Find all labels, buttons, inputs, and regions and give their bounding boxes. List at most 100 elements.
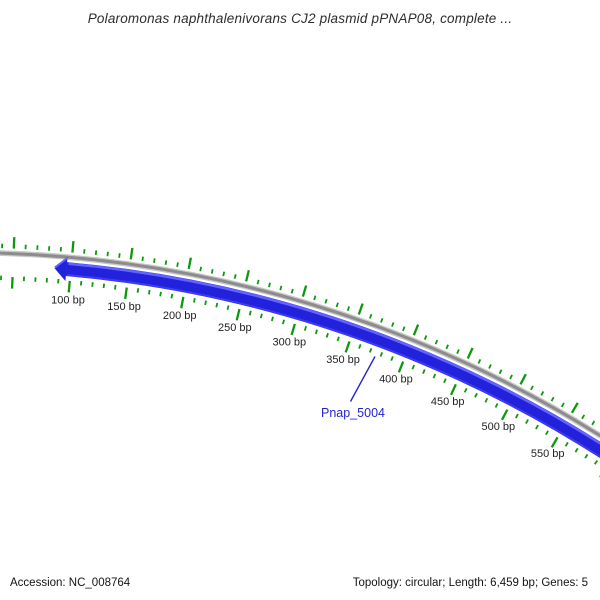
- minor-tick-inner: [270, 316, 274, 322]
- major-tick-inner: [550, 436, 559, 448]
- minor-tick-outer: [423, 335, 428, 340]
- minor-tick-inner: [136, 288, 140, 293]
- minor-tick-outer: [268, 282, 271, 288]
- minor-tick-outer: [391, 322, 395, 327]
- minor-tick-inner: [463, 387, 468, 393]
- minor-tick-outer: [488, 364, 492, 369]
- minor-tick-inner: [432, 373, 437, 379]
- minor-tick-outer: [560, 402, 565, 408]
- minor-tick-inner: [336, 336, 340, 342]
- minor-tick-inner: [535, 424, 539, 430]
- minor-tick-outer: [335, 302, 339, 308]
- minor-tick-outer: [210, 269, 214, 274]
- major-tick-outer: [570, 402, 579, 414]
- minor-tick-outer: [279, 285, 283, 291]
- minor-tick-inner: [564, 441, 569, 447]
- minor-tick-inner: [193, 298, 196, 303]
- major-tick-outer: [12, 237, 16, 249]
- summary-text: Topology: circular; Length: 6,459 bp; Ge…: [352, 577, 588, 589]
- minor-tick-outer: [540, 391, 545, 396]
- minor-tick-outer: [324, 298, 328, 304]
- gene-arrowhead-highlight: [54, 257, 68, 269]
- backbone-outline: [0, 250, 600, 439]
- major-tick-inner: [235, 308, 241, 321]
- major-tick-outer: [129, 247, 134, 260]
- minor-tick-inner: [204, 300, 207, 306]
- minor-tick-inner: [379, 351, 384, 357]
- major-tick-outer: [466, 347, 474, 359]
- minor-tick-outer: [402, 326, 406, 332]
- minor-tick-outer: [233, 274, 237, 279]
- gene-callout-line: [349, 356, 376, 402]
- minor-tick-inner: [494, 403, 499, 408]
- minor-tick-inner: [484, 397, 489, 403]
- minor-tick-outer: [313, 295, 317, 301]
- ruler-label: 500 bp: [481, 421, 515, 433]
- gene-arrowhead[interactable]: [54, 257, 68, 282]
- ruler-label: 200 bp: [163, 310, 197, 322]
- major-tick-outer: [357, 303, 364, 315]
- minor-tick-outer: [477, 358, 482, 364]
- major-tick-outer: [71, 240, 75, 253]
- minor-tick-inner: [102, 283, 106, 289]
- page-title: Polaromonas naphthalenivorans CJ2 plasmi…: [87, 11, 513, 26]
- major-tick-outer: [301, 285, 308, 297]
- minor-tick-inner: [159, 291, 162, 297]
- major-tick-inner: [500, 409, 509, 421]
- major-tick-inner: [124, 287, 128, 300]
- major-tick-outer: [245, 269, 250, 282]
- minor-tick-outer: [290, 288, 294, 294]
- gene-label[interactable]: Pnap_5004: [321, 406, 385, 420]
- minor-tick-outer: [509, 374, 513, 380]
- minor-tick-inner: [574, 447, 579, 453]
- minor-tick-inner: [584, 453, 589, 459]
- minor-tick-outer: [380, 317, 384, 323]
- major-tick-inner: [344, 341, 351, 353]
- minor-tick-outer: [256, 279, 260, 285]
- minor-tick-outer: [176, 262, 179, 267]
- minor-tick-inner: [358, 344, 362, 349]
- gene-body-highlight: [68, 262, 600, 445]
- major-tick-inner: [67, 280, 71, 293]
- minor-tick-outer: [199, 266, 203, 272]
- major-tick-outer: [519, 373, 527, 385]
- minor-tick-inner: [281, 319, 285, 325]
- minor-tick-outer: [581, 414, 586, 420]
- ruler-label: 300 bp: [272, 337, 306, 349]
- minor-tick-outer: [530, 385, 534, 391]
- ruler-label: 550 bp: [531, 448, 565, 460]
- minor-tick-outer: [591, 420, 596, 426]
- gene-body-edge: [66, 274, 600, 458]
- minor-tick-inner: [248, 310, 252, 316]
- ruler-label: 450 bp: [431, 396, 465, 408]
- major-tick-inner: [180, 296, 185, 309]
- minor-tick-inner: [411, 364, 416, 370]
- minor-tick-outer: [141, 256, 144, 262]
- major-tick-outer: [187, 257, 192, 270]
- minor-tick-inner: [422, 369, 426, 374]
- minor-tick-inner: [474, 392, 478, 398]
- minor-tick-outer: [498, 369, 503, 375]
- major-tick-outer: [412, 324, 420, 336]
- minor-tick-outer: [456, 349, 460, 354]
- minor-tick-outer: [94, 250, 98, 256]
- backbone-arc: [0, 251, 600, 438]
- minor-tick-inner: [525, 419, 529, 424]
- ruler-label: 400 bp: [379, 374, 413, 386]
- ruler-label: 150 bp: [107, 301, 141, 313]
- major-tick-inner: [449, 383, 457, 396]
- ruler-label: 350 bp: [326, 354, 360, 366]
- minor-tick-inner: [114, 284, 117, 290]
- ruler-label: 100 bp: [51, 294, 85, 306]
- minor-tick-inner: [226, 305, 230, 311]
- ruler-label: 250 bp: [218, 322, 252, 334]
- minor-tick-outer: [434, 339, 439, 345]
- minor-tick-inner: [215, 302, 219, 308]
- gene-body[interactable]: [65, 262, 600, 526]
- major-tick-inner: [397, 361, 405, 373]
- minor-tick-inner: [148, 289, 151, 295]
- accession-text: Accession: NC_008764: [10, 577, 131, 589]
- minor-tick-outer: [445, 344, 449, 350]
